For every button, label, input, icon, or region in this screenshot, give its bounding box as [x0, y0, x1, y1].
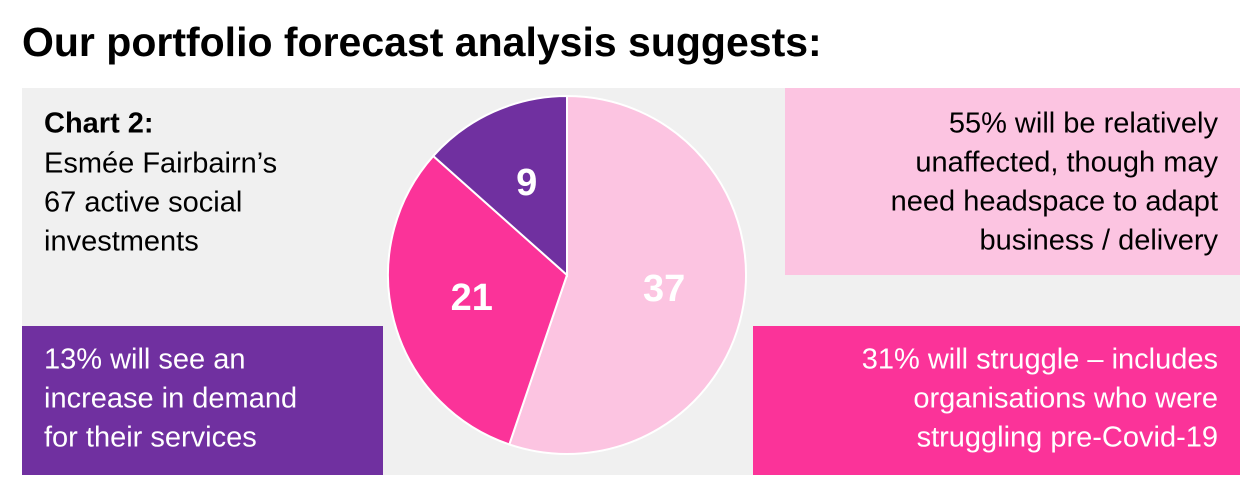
chart-subtitle: investments [44, 226, 199, 258]
chart-subtitle: 67 active social [44, 187, 242, 219]
chart-subtitle: Esmée Fairbairn’s [44, 148, 277, 180]
chart-label: Chart 2: [44, 108, 154, 140]
annotation-text: business / delivery [979, 225, 1218, 257]
annotation-text: struggling pre-Covid-19 [917, 422, 1218, 454]
annotation-text: unaffected, though may [915, 147, 1218, 179]
annotation-text: 13% will see an [44, 344, 246, 376]
annotation-text: organisations who were [913, 383, 1218, 415]
annotation-text: 55% will be relatively [949, 108, 1219, 140]
annotation-text: for their services [44, 422, 257, 454]
pie-slice [387, 154, 569, 446]
annotation-text: increase in demand [44, 383, 297, 415]
pie-slice [431, 94, 568, 278]
annotation-box [753, 326, 1240, 475]
annotation-box [785, 88, 1240, 275]
annotation-box [22, 326, 383, 475]
annotation-text: need headspace to adapt [891, 186, 1218, 218]
annotation-text: 31% will struggle – includes [862, 344, 1218, 376]
slice-label: 21 [451, 277, 493, 319]
slice-label: 37 [643, 268, 685, 310]
pie-slice [508, 94, 747, 455]
slice-label: 9 [516, 162, 537, 204]
slide-title: Our portfolio forecast analysis suggests… [22, 19, 822, 65]
